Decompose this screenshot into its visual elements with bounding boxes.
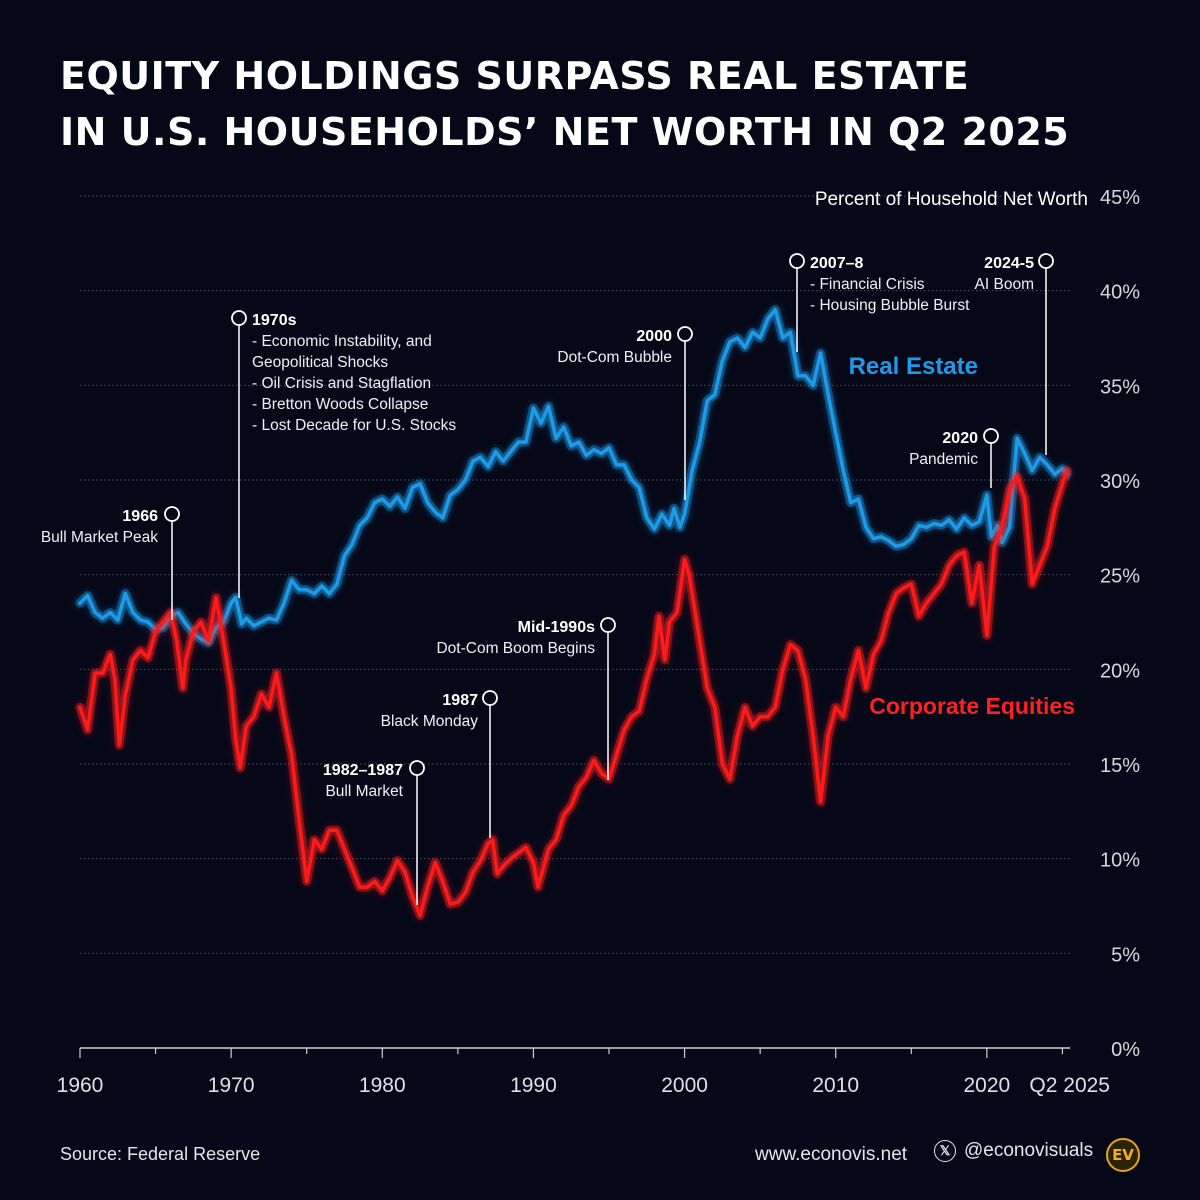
series-label-corporate-equities: Corporate Equities bbox=[869, 693, 1075, 719]
annotation-year: Mid-1990s bbox=[518, 619, 595, 636]
annotation-marker bbox=[164, 506, 180, 522]
annotation-label: Pandemic bbox=[909, 451, 978, 468]
x-tick-label: 2020 bbox=[964, 1074, 1011, 1097]
series-label-real-estate: Real Estate bbox=[849, 353, 978, 380]
annotation-label: - Economic Instability, and bbox=[252, 333, 432, 350]
chart-title: EQUITY HOLDINGS SURPASS REAL ESTATE IN U… bbox=[60, 48, 1140, 160]
annotation-year: 1966 bbox=[122, 508, 158, 525]
annotation-marker bbox=[231, 310, 247, 326]
annotation-year: 1970s bbox=[252, 312, 297, 329]
y-tick-label: 35% bbox=[1100, 376, 1140, 398]
annotation-year: 1982–1987 bbox=[323, 762, 403, 779]
annotation-label: Geopolitical Shocks bbox=[252, 354, 388, 371]
series-line-real-estate bbox=[78, 307, 1069, 645]
website-link[interactable]: www.econovis.net bbox=[755, 1144, 908, 1165]
annotation: 1982–1987 Bull Market bbox=[323, 760, 425, 905]
annotation-marker bbox=[1038, 253, 1054, 269]
annotation-label: - Financial Crisis bbox=[810, 276, 925, 293]
annotation: 2020 Pandemic bbox=[909, 428, 999, 488]
y-tick-label: 40% bbox=[1100, 282, 1140, 304]
annotation-label: Black Monday bbox=[381, 713, 479, 730]
y-tick-label: 45% bbox=[1100, 187, 1140, 209]
annotation: 1987 Black Monday bbox=[381, 690, 498, 838]
x-tick-label: 2000 bbox=[661, 1074, 708, 1097]
annotation-label: AI Boom bbox=[975, 276, 1034, 293]
y-tick-label: 15% bbox=[1100, 755, 1140, 777]
y-tick-label: 10% bbox=[1100, 850, 1140, 872]
social-handle[interactable]: 𝕏 @econovisuals bbox=[934, 1140, 1093, 1162]
handle-text: @econovisuals bbox=[964, 1140, 1094, 1161]
annotation-marker bbox=[789, 253, 805, 269]
x-tick-label: Q2 2025 bbox=[1029, 1074, 1110, 1097]
annotation: 2024-5 AI Boom bbox=[975, 253, 1054, 455]
y-tick-label: 20% bbox=[1100, 660, 1140, 682]
x-tick-label: 1990 bbox=[510, 1074, 557, 1097]
y-tick-label: 0% bbox=[1111, 1039, 1140, 1061]
annotation: Mid-1990s Dot-Com Boom Begins bbox=[436, 617, 616, 780]
econovis-logo: EV bbox=[1106, 1138, 1140, 1172]
y-axis-ticks: 0% 5% 10% 15% 20% 25% 30% 35% 40% 45% bbox=[1100, 187, 1140, 1061]
annotation: 2000 Dot-Com Bubble bbox=[557, 326, 693, 500]
annotation-marker bbox=[677, 326, 693, 342]
annotation-label: - Bretton Woods Collapse bbox=[252, 396, 428, 413]
x-tick-label: 2010 bbox=[812, 1074, 859, 1097]
annotation-label: - Lost Decade for U.S. Stocks bbox=[252, 417, 456, 434]
annotation-year: 2024-5 bbox=[984, 255, 1034, 272]
annotation-year: 2007–8 bbox=[810, 255, 863, 272]
annotation-label: Dot-Com Boom Begins bbox=[436, 640, 595, 657]
series-group bbox=[75, 305, 1072, 920]
annotation-label: - Oil Crisis and Stagflation bbox=[252, 375, 431, 392]
annotation-marker bbox=[409, 760, 425, 776]
annotation-marker bbox=[600, 617, 616, 633]
annotation-label: - Housing Bubble Burst bbox=[810, 297, 970, 314]
x-logo-icon: 𝕏 bbox=[934, 1140, 956, 1162]
annotation-year: 2020 bbox=[942, 430, 978, 447]
grid-lines bbox=[80, 195, 1070, 954]
y-tick-label: 25% bbox=[1100, 566, 1140, 588]
x-tick-label: 1980 bbox=[359, 1074, 406, 1097]
y-tick-label: 30% bbox=[1100, 471, 1140, 493]
annotation-marker bbox=[482, 690, 498, 706]
title-line-2: IN U.S. HOUSEHOLDS’ NET WORTH IN Q2 2025 bbox=[60, 110, 1070, 154]
annotation-label: Dot-Com Bubble bbox=[557, 349, 672, 366]
annotation-year: 2000 bbox=[636, 328, 672, 345]
x-tick-label: 1970 bbox=[208, 1074, 255, 1097]
series-line-corporate-equities bbox=[78, 468, 1069, 918]
y-axis-label: Percent of Household Net Worth bbox=[815, 189, 1088, 210]
annotation-label: Bull Market Peak bbox=[41, 529, 158, 546]
annotation-marker bbox=[983, 428, 999, 444]
annotations: 1966 Bull Market Peak 1970s - Economic Inst… bbox=[41, 253, 1054, 905]
annotation: 2007–8 - Financial Crisis - Housing Bubble… bbox=[789, 253, 970, 352]
annotation: 1970s - Economic Instability, and Geopoli… bbox=[231, 310, 456, 598]
annotation-label: Bull Market bbox=[325, 783, 403, 800]
x-tick-label: 1960 bbox=[57, 1074, 104, 1097]
source-note: Source: Federal Reserve bbox=[60, 1144, 261, 1164]
annotation: 1966 Bull Market Peak bbox=[41, 506, 180, 620]
x-axis: 1960 1970 1980 1990 2000 2010 2020 Q2 2025 bbox=[57, 1047, 1110, 1097]
y-tick-label: 5% bbox=[1111, 944, 1140, 966]
title-line-1: EQUITY HOLDINGS SURPASS REAL ESTATE bbox=[60, 54, 970, 98]
annotation-year: 1987 bbox=[442, 692, 478, 709]
